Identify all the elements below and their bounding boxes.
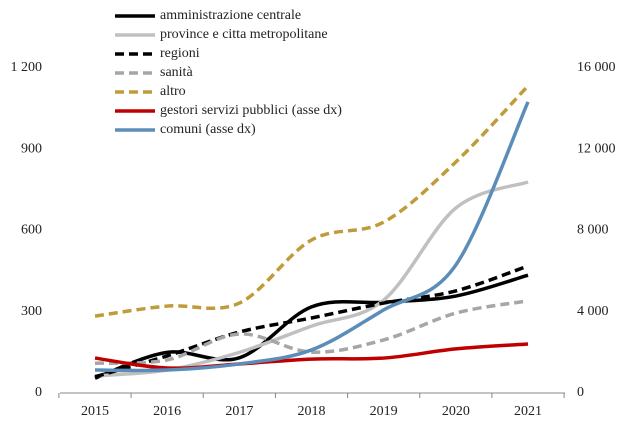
legend-label: province e citta metropolitane [160, 27, 328, 42]
x-tick-label: 2021 [514, 404, 542, 419]
y2-tick-label: 4 000 [577, 304, 609, 319]
legend-label: regioni [160, 46, 200, 61]
legend-label: sanità [160, 65, 193, 80]
y-tick-label: 300 [21, 304, 42, 319]
x-tick-label: 2020 [442, 404, 470, 419]
x-tick-label: 2017 [225, 404, 253, 419]
y2-tick-label: 0 [577, 385, 584, 400]
legend-label: amministrazione centrale [160, 8, 301, 23]
y-tick-label: 600 [21, 223, 42, 238]
series-line [94, 264, 529, 379]
y-tick-label: 0 [35, 385, 42, 400]
x-tick-label: 2015 [81, 404, 109, 419]
legend-label: comuni (asse dx) [160, 122, 256, 137]
y2-tick-label: 16 000 [577, 60, 616, 75]
y2-tick-label: 8 000 [577, 223, 609, 238]
series-line [94, 84, 530, 318]
series-line [94, 101, 530, 373]
series-line [94, 342, 529, 370]
legend-label: gestori servizi pubblici (asse dx) [160, 103, 342, 118]
y-tick-label: 900 [21, 141, 42, 156]
y-tick-label: 1 200 [11, 60, 43, 75]
x-tick-label: 2018 [298, 404, 326, 419]
legend-label: altro [160, 84, 186, 99]
series-line [94, 273, 529, 380]
x-tick-label: 2019 [370, 404, 398, 419]
series-line [94, 299, 529, 365]
x-tick-label: 2016 [153, 404, 181, 419]
y2-tick-label: 12 000 [577, 141, 616, 156]
